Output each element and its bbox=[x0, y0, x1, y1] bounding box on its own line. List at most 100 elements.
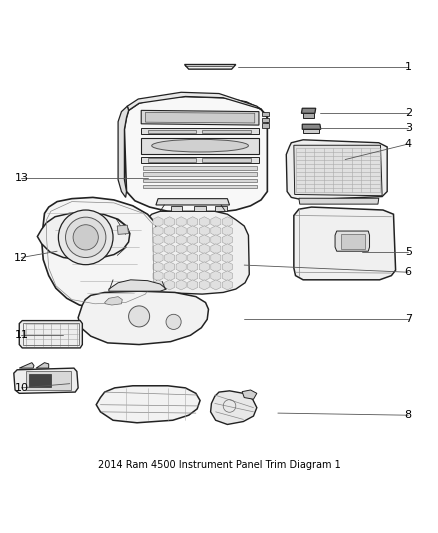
Polygon shape bbox=[301, 108, 316, 114]
Polygon shape bbox=[165, 235, 175, 245]
Polygon shape bbox=[211, 262, 221, 272]
Polygon shape bbox=[223, 280, 233, 290]
Polygon shape bbox=[215, 206, 226, 211]
Polygon shape bbox=[176, 253, 186, 263]
Polygon shape bbox=[148, 130, 196, 133]
Polygon shape bbox=[165, 217, 175, 227]
Text: 4: 4 bbox=[405, 139, 412, 149]
Polygon shape bbox=[143, 185, 257, 188]
Polygon shape bbox=[42, 197, 158, 308]
Polygon shape bbox=[187, 271, 198, 281]
Polygon shape bbox=[187, 217, 198, 227]
Polygon shape bbox=[165, 253, 175, 263]
Polygon shape bbox=[109, 280, 166, 291]
Polygon shape bbox=[141, 138, 259, 154]
Polygon shape bbox=[211, 244, 221, 254]
Polygon shape bbox=[141, 157, 259, 163]
Polygon shape bbox=[117, 225, 129, 235]
Polygon shape bbox=[303, 114, 314, 117]
Text: 1: 1 bbox=[405, 62, 412, 71]
Polygon shape bbox=[211, 253, 221, 263]
Polygon shape bbox=[303, 130, 319, 133]
Polygon shape bbox=[199, 271, 209, 281]
Polygon shape bbox=[19, 362, 34, 368]
Polygon shape bbox=[302, 124, 321, 130]
Polygon shape bbox=[14, 368, 78, 393]
Polygon shape bbox=[118, 106, 129, 197]
Polygon shape bbox=[153, 217, 163, 227]
Polygon shape bbox=[165, 262, 175, 272]
Text: 7: 7 bbox=[405, 314, 412, 325]
Polygon shape bbox=[143, 166, 257, 169]
Polygon shape bbox=[286, 140, 387, 200]
Circle shape bbox=[166, 314, 181, 329]
Polygon shape bbox=[171, 206, 182, 211]
Text: 11: 11 bbox=[14, 330, 28, 340]
Polygon shape bbox=[187, 226, 198, 236]
Polygon shape bbox=[211, 280, 221, 290]
Polygon shape bbox=[211, 271, 221, 281]
Polygon shape bbox=[143, 173, 257, 176]
Text: 5: 5 bbox=[405, 247, 412, 257]
Polygon shape bbox=[176, 280, 186, 290]
Polygon shape bbox=[26, 372, 71, 390]
Polygon shape bbox=[194, 206, 205, 211]
Polygon shape bbox=[165, 280, 175, 290]
Polygon shape bbox=[187, 253, 198, 263]
Polygon shape bbox=[184, 64, 236, 69]
Polygon shape bbox=[223, 235, 233, 245]
Polygon shape bbox=[143, 179, 257, 182]
Circle shape bbox=[58, 210, 113, 265]
Text: 12: 12 bbox=[14, 253, 28, 263]
Polygon shape bbox=[187, 280, 198, 290]
Polygon shape bbox=[176, 217, 186, 227]
Polygon shape bbox=[202, 158, 251, 161]
Polygon shape bbox=[165, 244, 175, 254]
Polygon shape bbox=[29, 374, 51, 387]
Polygon shape bbox=[176, 262, 186, 272]
Polygon shape bbox=[148, 158, 196, 161]
Text: 2014 Ram 4500 Instrument Panel Trim Diagram 1: 2014 Ram 4500 Instrument Panel Trim Diag… bbox=[98, 460, 340, 470]
Circle shape bbox=[129, 306, 150, 327]
Text: 8: 8 bbox=[405, 410, 412, 420]
Polygon shape bbox=[335, 231, 370, 251]
Text: 6: 6 bbox=[405, 267, 412, 277]
Polygon shape bbox=[36, 362, 49, 368]
Polygon shape bbox=[223, 271, 233, 281]
Polygon shape bbox=[140, 211, 249, 294]
Polygon shape bbox=[145, 112, 255, 123]
Polygon shape bbox=[211, 217, 221, 227]
Polygon shape bbox=[187, 244, 198, 254]
Polygon shape bbox=[141, 128, 259, 134]
Polygon shape bbox=[199, 253, 209, 263]
Polygon shape bbox=[223, 217, 233, 227]
Polygon shape bbox=[156, 199, 230, 205]
Polygon shape bbox=[96, 386, 200, 423]
Polygon shape bbox=[153, 271, 163, 281]
Text: 2: 2 bbox=[405, 108, 412, 118]
Polygon shape bbox=[153, 253, 163, 263]
Polygon shape bbox=[262, 117, 269, 122]
Polygon shape bbox=[299, 198, 379, 204]
Polygon shape bbox=[127, 92, 267, 117]
Polygon shape bbox=[165, 271, 175, 281]
Polygon shape bbox=[223, 262, 233, 272]
Polygon shape bbox=[223, 226, 233, 236]
Text: 3: 3 bbox=[405, 123, 412, 133]
Polygon shape bbox=[19, 321, 82, 348]
Polygon shape bbox=[211, 226, 221, 236]
Circle shape bbox=[66, 217, 106, 257]
Polygon shape bbox=[153, 226, 163, 236]
Polygon shape bbox=[242, 390, 257, 399]
Polygon shape bbox=[199, 235, 209, 245]
Polygon shape bbox=[202, 130, 251, 133]
Polygon shape bbox=[294, 207, 396, 280]
Text: 13: 13 bbox=[14, 173, 28, 183]
Polygon shape bbox=[176, 235, 186, 245]
Polygon shape bbox=[187, 235, 198, 245]
Polygon shape bbox=[223, 244, 233, 254]
Polygon shape bbox=[165, 226, 175, 236]
Polygon shape bbox=[176, 226, 186, 236]
Polygon shape bbox=[199, 217, 209, 227]
Polygon shape bbox=[199, 280, 209, 290]
